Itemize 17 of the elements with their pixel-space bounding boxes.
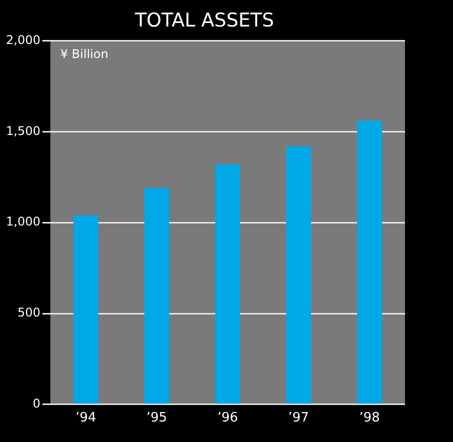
bar xyxy=(286,146,312,404)
x-tick-label: ’97 xyxy=(288,410,309,426)
bar xyxy=(357,120,382,404)
x-tick-label: ’98 xyxy=(359,410,380,426)
x-tick-label: ’95 xyxy=(146,410,168,426)
bar xyxy=(73,215,98,404)
x-tick-label: ’96 xyxy=(217,410,238,426)
bar xyxy=(215,164,240,404)
y-tick-label: 2,000 xyxy=(6,32,40,47)
y-tick-label: 500 xyxy=(17,306,40,320)
y-tick-label: 0 xyxy=(32,396,40,411)
y-axis-title: ¥ Billion xyxy=(60,46,108,61)
bar xyxy=(144,188,170,404)
y-tick-label: 1,000 xyxy=(6,214,40,229)
x-tick-label: ’94 xyxy=(75,410,96,426)
y-tick-label: 1,500 xyxy=(6,124,40,138)
chart-title: TOTAL ASSETS xyxy=(134,9,274,32)
